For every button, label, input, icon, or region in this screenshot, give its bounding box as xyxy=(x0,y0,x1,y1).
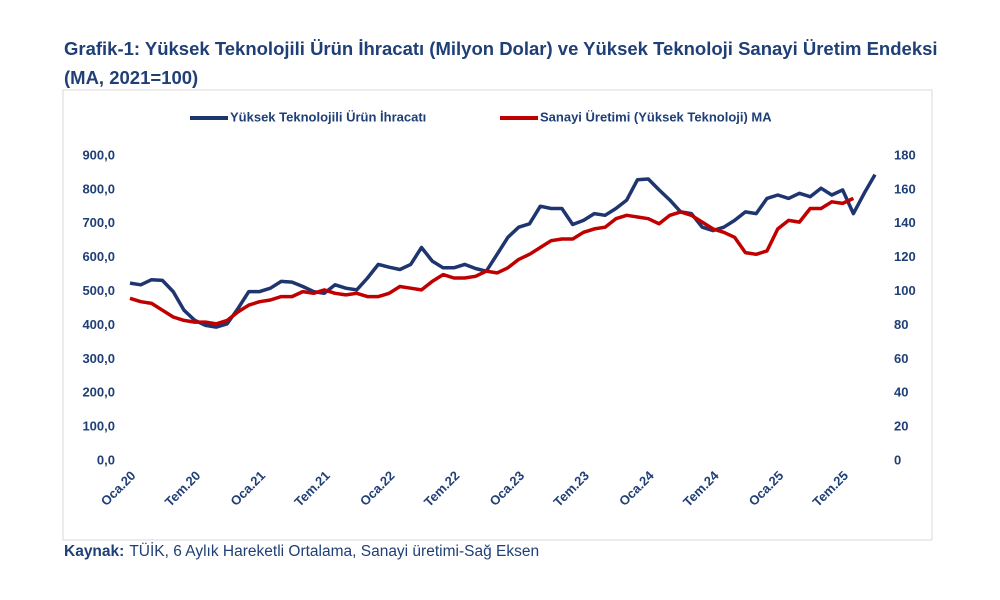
x-tick-label: Tem.21 xyxy=(291,468,333,510)
y-tick-label: 400,0 xyxy=(82,317,115,332)
x-tick-label: Oca.23 xyxy=(486,468,527,509)
x-tick-label: Tem.24 xyxy=(680,467,722,509)
source-text: TÜİK, 6 Aylık Hareketli Ortalama, Sanayi… xyxy=(129,543,540,560)
x-tick-label: Tem.25 xyxy=(810,468,852,510)
y2-tick-label: 160 xyxy=(894,181,916,196)
x-tick-label: Oca.24 xyxy=(616,467,657,508)
legend-label: Yüksek Teknolojili Ürün İhracatı xyxy=(230,109,426,124)
legend-label: Sanayi Üretimi (Yüksek Teknoloji) MA xyxy=(540,109,772,124)
x-tick-label: Tem.20 xyxy=(162,468,204,510)
chart-title: Grafik-1: Yüksek Teknolojili Ürün İhraca… xyxy=(64,38,938,88)
x-tick-label: Oca.25 xyxy=(746,468,787,509)
y2-tick-label: 20 xyxy=(894,419,908,434)
series-line xyxy=(129,196,855,326)
y2-tick-label: 0 xyxy=(894,452,901,467)
y2-tick-label: 40 xyxy=(894,385,908,400)
y2-tick-label: 120 xyxy=(894,249,916,264)
x-tick-label: Oca.22 xyxy=(357,468,398,509)
x-tick-label: Tem.23 xyxy=(550,468,592,510)
source-label: Kaynak: xyxy=(64,543,125,560)
y2-tick-label: 60 xyxy=(894,351,908,366)
y-tick-label: 700,0 xyxy=(82,215,115,230)
y2-tick-label: 140 xyxy=(894,215,916,230)
y-tick-label: 600,0 xyxy=(82,249,115,264)
x-tick-label: Tem.22 xyxy=(421,468,463,510)
y-tick-label: 500,0 xyxy=(82,283,115,298)
y2-tick-label: 180 xyxy=(894,147,916,162)
source: Kaynak: TÜİK, 6 Aylık Hareketli Ortalama,… xyxy=(64,543,539,561)
y-tick-label: 300,0 xyxy=(82,351,115,366)
chart-border xyxy=(62,89,933,541)
y-tick-label: 200,0 xyxy=(82,385,115,400)
y-tick-label: 800,0 xyxy=(82,181,115,196)
y-tick-label: 100,0 xyxy=(82,419,115,434)
x-tick-label: Oca.20 xyxy=(98,468,139,509)
y-tick-label: 0,0 xyxy=(97,452,115,467)
series-line xyxy=(129,173,877,329)
y2-tick-label: 80 xyxy=(894,317,908,332)
y-tick-label: 900,0 xyxy=(82,147,115,162)
x-tick-label: Oca.21 xyxy=(227,468,268,509)
y2-tick-label: 100 xyxy=(894,283,916,298)
